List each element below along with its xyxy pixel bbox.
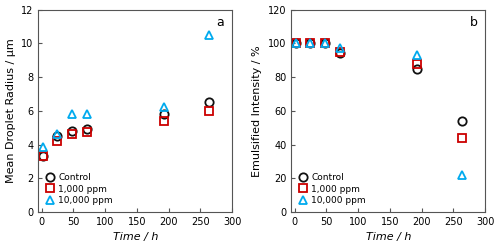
1,000 ppm [338, 50, 344, 53]
10,000 ppm [69, 113, 75, 116]
Control [460, 120, 466, 123]
Control [414, 67, 420, 70]
1,000 ppm [160, 120, 166, 123]
Y-axis label: Emulsified Intensity / %: Emulsified Intensity / % [252, 45, 262, 177]
1,000 ppm [206, 109, 212, 112]
Control [322, 42, 328, 45]
Control [293, 42, 299, 45]
Control [206, 101, 212, 104]
Text: b: b [470, 16, 478, 29]
1,000 ppm [460, 136, 466, 139]
1,000 ppm [69, 133, 75, 136]
Line: Control: Control [38, 98, 214, 160]
Control [40, 155, 46, 158]
10,000 ppm [40, 146, 46, 149]
Control [84, 128, 90, 131]
10,000 ppm [338, 47, 344, 50]
10,000 ppm [322, 42, 328, 45]
Control [69, 129, 75, 132]
10,000 ppm [206, 33, 212, 36]
10,000 ppm [307, 42, 313, 45]
X-axis label: Time / h: Time / h [112, 232, 158, 243]
1,000 ppm [307, 42, 313, 45]
Legend: Control, 1,000 ppm, 10,000 ppm: Control, 1,000 ppm, 10,000 ppm [43, 171, 116, 208]
Control [338, 52, 344, 55]
10,000 ppm [414, 54, 420, 57]
Line: 10,000 ppm: 10,000 ppm [38, 31, 214, 151]
1,000 ppm [414, 62, 420, 65]
Text: a: a [216, 16, 224, 29]
10,000 ppm [293, 42, 299, 45]
1,000 ppm [84, 130, 90, 133]
Y-axis label: Mean Droplet Radius / μm: Mean Droplet Radius / μm [6, 38, 16, 183]
1,000 ppm [54, 140, 60, 143]
Control [54, 135, 60, 138]
X-axis label: Time / h: Time / h [366, 232, 411, 243]
Line: 1,000 ppm: 1,000 ppm [292, 39, 467, 142]
10,000 ppm [54, 133, 60, 136]
10,000 ppm [460, 173, 466, 176]
Control [307, 42, 313, 45]
Control [160, 113, 166, 116]
Line: Control: Control [292, 39, 467, 125]
Line: 10,000 ppm: 10,000 ppm [292, 39, 467, 179]
1,000 ppm [40, 155, 46, 158]
10,000 ppm [84, 113, 90, 116]
1,000 ppm [322, 42, 328, 45]
10,000 ppm [160, 106, 166, 109]
Legend: Control, 1,000 ppm, 10,000 ppm: Control, 1,000 ppm, 10,000 ppm [296, 171, 368, 208]
1,000 ppm [293, 42, 299, 45]
Line: 1,000 ppm: 1,000 ppm [38, 107, 214, 160]
